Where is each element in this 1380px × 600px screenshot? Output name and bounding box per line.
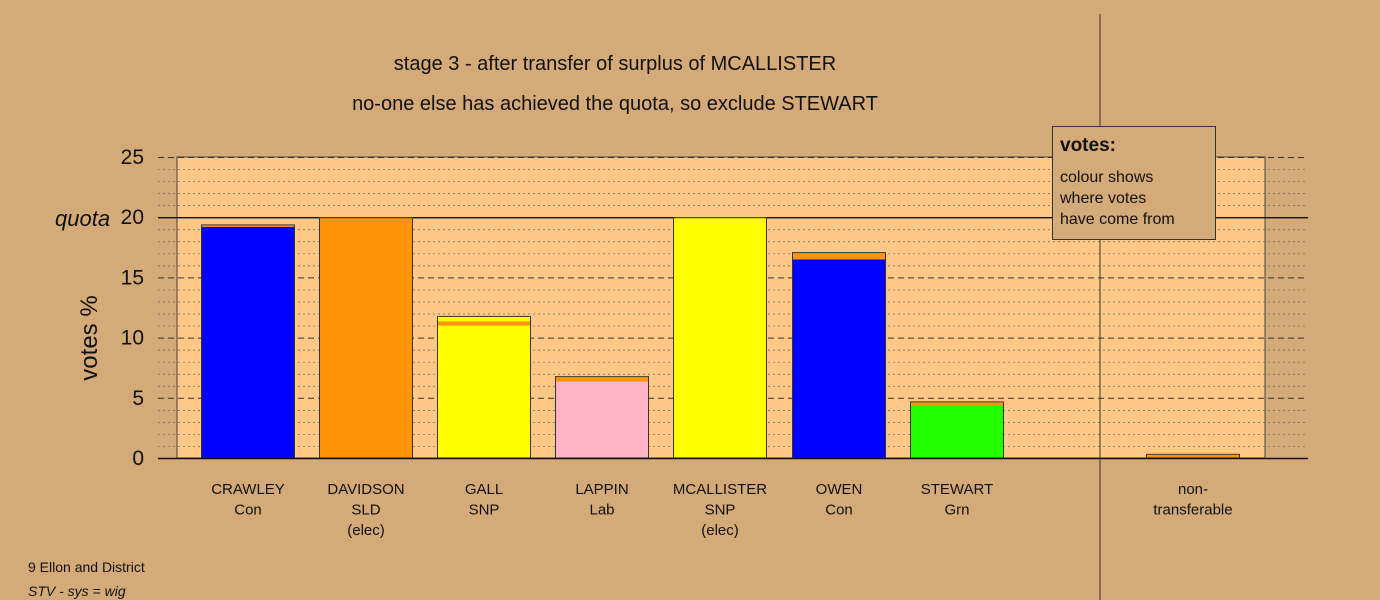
x-tick-label: (elec) (347, 522, 385, 539)
bar-segment (1146, 454, 1240, 458)
bar-segment (201, 226, 295, 458)
x-tick-label: non- (1178, 481, 1208, 498)
legend-line: have come from (1060, 211, 1175, 228)
bar-segment (437, 315, 531, 322)
x-tick-label: LAPPIN (575, 481, 628, 498)
legend: votes: colour shows where votes have com… (1052, 126, 1216, 240)
bar-segment (555, 376, 649, 382)
y-tick-label: 20 (121, 206, 144, 229)
x-tick-label: STEWART (921, 481, 994, 498)
chart-subtitle: no-one else has achieved the quota, so e… (352, 93, 878, 115)
x-tick-label: (elec) (701, 522, 739, 539)
y-tick-label: 5 (132, 387, 144, 410)
bar-segment (437, 325, 531, 458)
bar-segment (792, 252, 886, 260)
legend-line: where votes (1060, 190, 1147, 207)
y-tick-label: 0 (132, 447, 144, 470)
y-tick-label: 25 (121, 146, 144, 169)
legend-title: votes: (1060, 135, 1116, 156)
x-tick-label: MCALLISTER (673, 481, 767, 498)
legend-line: colour shows (1060, 169, 1154, 186)
y-tick-label: 15 (121, 266, 144, 289)
bar-segment (673, 217, 767, 458)
bar-segment (910, 402, 1004, 406)
x-tick-label: SLD (351, 502, 380, 519)
y-axis-label: votes % (76, 295, 103, 381)
x-tick-label: Con (825, 502, 853, 519)
footer-system: STV - sys = wig (28, 583, 126, 599)
x-tick-label: DAVIDSON (327, 481, 404, 498)
x-tick-label: transferable (1153, 502, 1232, 519)
x-tick-label: Lab (589, 502, 614, 519)
footer-constituency: 9 Ellon and District (28, 559, 145, 575)
bar-segment (792, 259, 886, 458)
x-tick-label: CRAWLEY (211, 481, 285, 498)
x-tick-label: Con (234, 502, 262, 519)
x-tick-label: OWEN (816, 481, 863, 498)
x-tick-label: SNP (469, 502, 500, 519)
bar-segment (319, 217, 413, 458)
bar-segment (910, 405, 1004, 458)
x-tick-label: Grn (944, 502, 969, 519)
y-tick-label: 10 (121, 327, 144, 350)
quota-label: quota (55, 206, 111, 231)
x-tick-label: SNP (705, 502, 736, 519)
bar-segment (201, 225, 295, 227)
bar-segment (437, 321, 531, 326)
chart-title: stage 3 - after transfer of surplus of M… (393, 53, 837, 75)
bar-segment (555, 381, 649, 458)
x-tick-label: GALL (465, 481, 503, 498)
